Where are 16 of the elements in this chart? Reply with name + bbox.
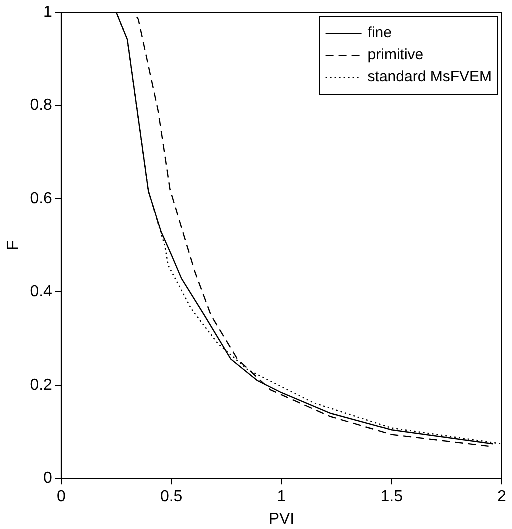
legend-label: fine xyxy=(368,24,392,42)
y-axis-title: F xyxy=(5,240,22,250)
y-tick-label: 0.4 xyxy=(30,284,53,301)
x-tick-label: 0.5 xyxy=(160,488,183,506)
x-tick-label: 1.5 xyxy=(380,488,404,506)
y-tick-label: 0 xyxy=(44,470,53,488)
legend-label: primitive xyxy=(368,46,424,64)
x-tick-label: 1 xyxy=(277,488,286,506)
x-tick-label: 0 xyxy=(56,488,66,506)
y-tick-label: 1 xyxy=(44,4,53,22)
x-tick-label: 2 xyxy=(498,488,507,506)
legend-label: standard MsFVEM xyxy=(368,68,492,86)
x-axis-title: PVI xyxy=(268,510,295,528)
y-tick-label: 0.8 xyxy=(30,97,53,114)
y-tick-label: 0.6 xyxy=(30,190,53,208)
y-tick-label: 0.2 xyxy=(30,376,53,394)
